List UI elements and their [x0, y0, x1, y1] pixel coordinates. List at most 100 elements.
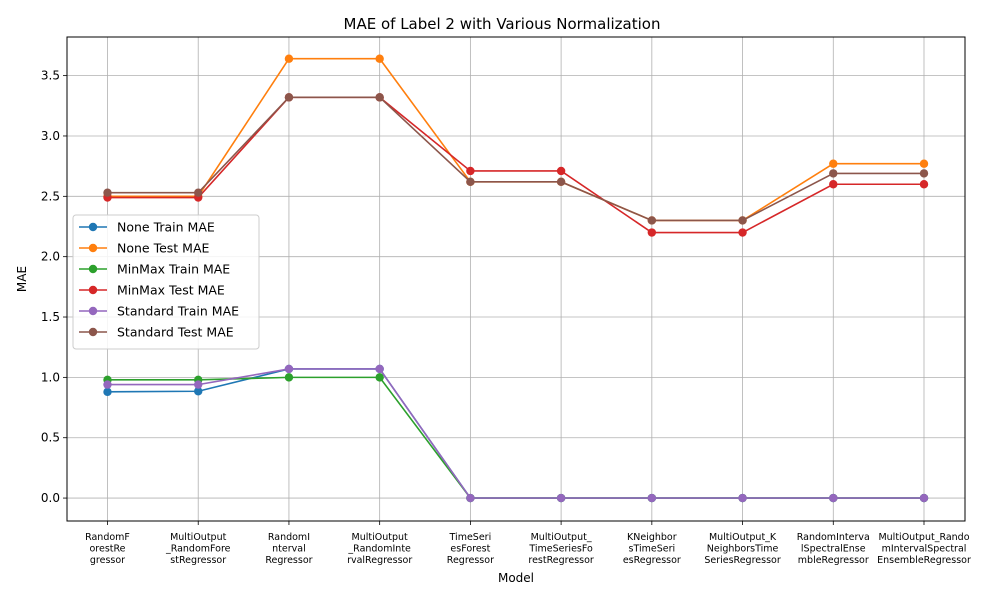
- data-point: [829, 169, 838, 178]
- y-tick-label: 0.5: [41, 431, 60, 445]
- x-tick-label-line: MultiOutput_Rando: [878, 532, 969, 543]
- x-tick-label-line: gressor: [90, 555, 125, 566]
- legend-item: None Test MAE: [79, 241, 210, 256]
- legend-marker: [88, 222, 98, 232]
- series-line: [107, 96, 924, 222]
- x-tick-label-line: TimeSeriesFo: [528, 544, 593, 555]
- series-group: [103, 54, 929, 503]
- x-tick-label: MultiOutput_Rando mIntervalSpectral Ensemb…: [877, 532, 971, 566]
- data-point: [375, 93, 384, 102]
- x-tick-label-line: MultiOutput_K: [709, 532, 777, 543]
- data-point: [919, 169, 929, 178]
- data-point: [829, 180, 838, 189]
- x-tick-label-line: _RandomInte: [347, 544, 411, 555]
- x-tick-label-line: EnsembleRegressor: [877, 555, 971, 566]
- x-tick-label: RandomI nterval Regressor: [265, 532, 312, 566]
- x-tick-label-line: Regressor: [447, 555, 494, 566]
- data-point: [829, 493, 838, 503]
- legend-item: MinMax Train MAE: [79, 262, 230, 277]
- data-point: [284, 364, 294, 374]
- data-point: [919, 159, 929, 168]
- data-point: [103, 380, 112, 389]
- x-tick-label-line: rvalRegressor: [347, 555, 412, 566]
- y-tick-label: 0.0: [41, 491, 60, 505]
- data-point: [556, 177, 566, 187]
- legend-item: Standard Test MAE: [79, 325, 234, 340]
- legend-item: Standard Train MAE: [79, 304, 239, 319]
- x-tick-label-line: _RandomFore: [165, 544, 231, 555]
- x-tick-label-line: MultiOutput: [352, 532, 408, 543]
- series-0: [103, 364, 929, 503]
- x-tick-label-line: KNeighbor: [627, 532, 677, 543]
- legend-box: [72, 214, 260, 350]
- data-point: [194, 188, 203, 197]
- data-point: [556, 493, 566, 503]
- x-tick-label: MultiOutput _RandomFore stRegressor: [165, 532, 231, 566]
- x-tick-label-line: mbleRegressor: [798, 555, 869, 566]
- x-tick-label: RandomInterva lSpectralEnse mbleRegressor: [797, 532, 870, 566]
- legend-item: MinMax Test MAE: [79, 283, 225, 298]
- x-tick-label-line: TimeSeri: [449, 532, 492, 543]
- legend-marker: [88, 264, 98, 274]
- x-tick-label-line: lSpectralEnse: [801, 544, 866, 555]
- data-point: [375, 54, 384, 63]
- legend: None Train MAE None Test MAE MinMax Train …: [72, 214, 260, 350]
- data-point: [466, 177, 475, 187]
- x-tick-label-line: orestRe: [89, 544, 125, 555]
- series-line: [107, 96, 924, 234]
- x-tick-label-line: stRegressor: [170, 555, 226, 566]
- x-tick-label-line: RandomI: [268, 532, 310, 543]
- x-tick-label: MultiOutput_ TimeSeriesFo restRegressor: [528, 532, 594, 566]
- x-tick-label-line: restRegressor: [528, 555, 594, 566]
- data-point: [284, 93, 294, 102]
- data-point: [466, 493, 475, 503]
- data-point: [647, 493, 657, 503]
- data-point: [829, 159, 838, 168]
- grid: [67, 37, 965, 521]
- x-tick-label-line: esForest: [450, 544, 490, 555]
- x-tick-label-line: RandomF: [85, 532, 130, 543]
- data-point: [738, 216, 747, 225]
- x-tick-label: MultiOutput_K NeighborsTime SeriesRegresso…: [704, 532, 781, 566]
- x-tick-label-line: RandomInterva: [797, 532, 870, 543]
- y-tick-label: 3.5: [41, 69, 60, 83]
- x-tick-label: TimeSeri esForest Regressor: [447, 532, 494, 566]
- x-tick-label-line: MultiOutput: [170, 532, 226, 543]
- legend-label: Standard Test MAE: [117, 325, 234, 340]
- legend-marker: [88, 285, 98, 295]
- data-point: [375, 364, 384, 374]
- legend-label: Standard Train MAE: [117, 304, 239, 319]
- series-5: [103, 93, 929, 225]
- data-point: [194, 380, 203, 389]
- legend-marker: [88, 327, 98, 337]
- series-line: [107, 368, 924, 499]
- data-point: [103, 387, 112, 397]
- chart-title: MAE of Label 2 with Various Normalizatio…: [344, 15, 661, 33]
- y-tick-label: 1.5: [41, 310, 60, 324]
- data-point: [284, 373, 294, 382]
- data-point: [647, 216, 657, 225]
- data-point: [556, 166, 566, 176]
- legend-label: MinMax Test MAE: [117, 283, 225, 298]
- data-point: [919, 493, 929, 503]
- y-tick-label: 2.5: [41, 189, 60, 203]
- x-tick-label-line: nterval: [272, 544, 306, 555]
- data-point: [919, 180, 929, 189]
- y-axis-label: MAE: [15, 266, 29, 292]
- data-point: [284, 54, 294, 63]
- x-tick-label-line: Regressor: [265, 555, 312, 566]
- data-point: [103, 188, 112, 197]
- series-4: [103, 364, 929, 503]
- x-tick-label-line: mIntervalSpectral: [882, 544, 967, 555]
- data-point: [194, 387, 203, 396]
- plot-frame: [66, 36, 966, 522]
- x-tick-label-line: SeriesRegressor: [704, 555, 781, 566]
- x-tick-label-line: esRegressor: [623, 555, 681, 566]
- legend-label: MinMax Train MAE: [117, 262, 230, 277]
- legend-marker: [88, 306, 98, 316]
- x-tick-label-line: NeighborsTime: [707, 544, 779, 555]
- x-tick-label: MultiOutput _RandomInte rvalRegressor: [347, 532, 412, 566]
- data-point: [738, 493, 747, 503]
- y-tick-label: 2.0: [41, 250, 60, 264]
